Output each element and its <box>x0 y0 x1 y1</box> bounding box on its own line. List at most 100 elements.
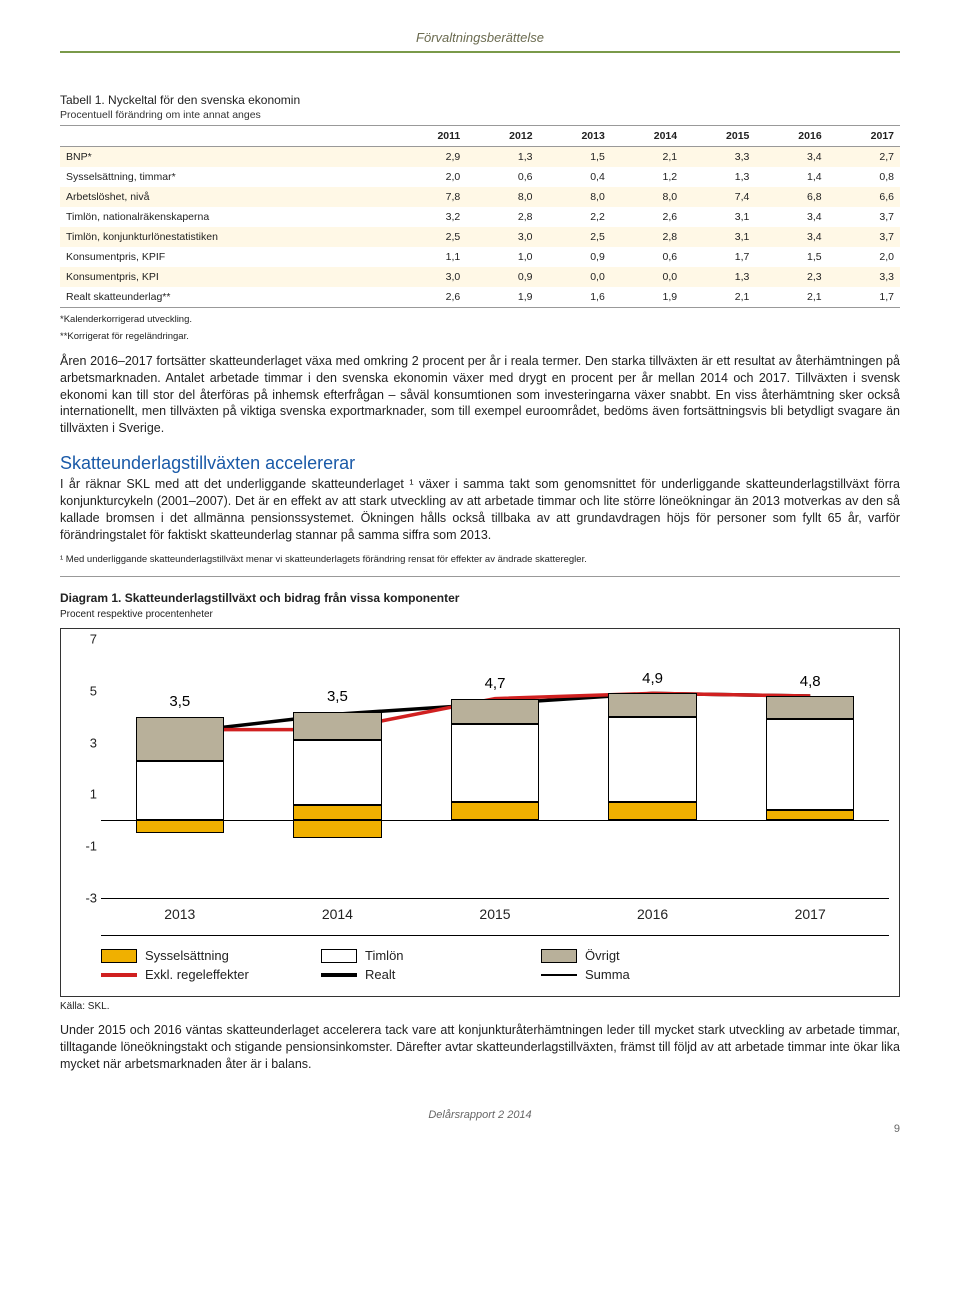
table-cell: Konsumentpris, KPI <box>60 267 395 287</box>
legend-timlon: Timlön <box>321 948 501 963</box>
table-cell: 0,6 <box>611 247 683 267</box>
table-row: Konsumentpris, KPI3,00,90,00,01,32,33,3 <box>60 267 900 287</box>
table-header-cell: 2014 <box>611 126 683 147</box>
diagram-subtitle: Procent respektive procentenheter <box>60 609 900 620</box>
legend-ovrigt: Övrigt <box>541 948 721 963</box>
table-cell: 1,7 <box>828 287 900 308</box>
table-header-cell: 2015 <box>683 126 755 147</box>
table-cell: Konsumentpris, KPIF <box>60 247 395 267</box>
table-footnote-2: **Korrigerat för regeländringar. <box>60 331 900 342</box>
table-cell: 2,8 <box>611 227 683 247</box>
table-cell: 1,4 <box>755 167 827 187</box>
section-body: I år räknar SKL med att det underliggand… <box>60 476 900 544</box>
table-header-cell <box>60 126 395 147</box>
chart-column: 4,92016 <box>590 639 716 898</box>
table-cell: 3,4 <box>755 227 827 247</box>
table-header-cell: 2017 <box>828 126 900 147</box>
section-heading: Skatteunderlagstillväxten accelererar <box>60 453 900 474</box>
table-cell: Timlön, konjunkturlönestatistiken <box>60 227 395 247</box>
table-cell: 2,1 <box>683 287 755 308</box>
table-header-cell: 2013 <box>539 126 611 147</box>
table-cell: 3,2 <box>395 207 466 227</box>
x-axis-label: 2015 <box>432 906 558 922</box>
table-cell: Arbetslöshet, nivå <box>60 187 395 207</box>
table-cell: 0,0 <box>539 267 611 287</box>
chart-legend: Sysselsättning Timlön Övrigt Exkl. regel… <box>101 935 889 982</box>
page-number: 9 <box>60 1123 900 1135</box>
table-row: Realt skatteunderlag**2,61,91,61,92,12,1… <box>60 287 900 308</box>
table-cell: 2,1 <box>755 287 827 308</box>
y-axis-tick: 5 <box>71 683 97 698</box>
table-cell: Timlön, nationalräkenskaperna <box>60 207 395 227</box>
table-cell: 3,1 <box>683 207 755 227</box>
stacked-bar-chart: 7531-1-33,520133,520144,720154,920164,82… <box>101 639 889 899</box>
economy-table: 2011201220132014201520162017 BNP*2,91,31… <box>60 125 900 308</box>
table-footnote-1: *Kalenderkorrigerad utveckling. <box>60 314 900 325</box>
table-cell: 1,2 <box>611 167 683 187</box>
table-cell: 2,0 <box>395 167 466 187</box>
chart-column: 3,52013 <box>117 639 243 898</box>
table-cell: 2,1 <box>611 147 683 168</box>
bar-value-label: 4,8 <box>747 673 873 690</box>
table-cell: 2,2 <box>539 207 611 227</box>
table-cell: 1,3 <box>683 167 755 187</box>
legend-realt: Realt <box>321 967 501 982</box>
legend-exkl: Exkl. regeleffekter <box>101 967 281 982</box>
y-axis-tick: -3 <box>71 891 97 906</box>
table-cell: 6,8 <box>755 187 827 207</box>
x-axis-label: 2017 <box>747 906 873 922</box>
y-axis-tick: -1 <box>71 839 97 854</box>
table-cell: 1,6 <box>539 287 611 308</box>
header-rule <box>60 51 900 53</box>
table-cell: 1,9 <box>611 287 683 308</box>
footnote-ref: ¹ Med underliggande skatteunderlagstillv… <box>60 554 900 566</box>
table-cell: BNP* <box>60 147 395 168</box>
table-cell: 6,6 <box>828 187 900 207</box>
table-cell: 3,0 <box>466 227 538 247</box>
x-axis-label: 2013 <box>117 906 243 922</box>
y-axis-tick: 3 <box>71 735 97 750</box>
table-cell: 3,7 <box>828 227 900 247</box>
chart-column: 3,52014 <box>274 639 400 898</box>
table-cell: 7,8 <box>395 187 466 207</box>
table-cell: 2,6 <box>611 207 683 227</box>
y-axis-tick: 7 <box>71 632 97 647</box>
chart-column: 4,82017 <box>747 639 873 898</box>
bar-value-label: 3,5 <box>274 688 400 705</box>
table-cell: 8,0 <box>539 187 611 207</box>
table-header-cell: 2011 <box>395 126 466 147</box>
table-cell: 1,0 <box>466 247 538 267</box>
table-cell: 8,0 <box>466 187 538 207</box>
paragraph-2: Under 2015 och 2016 väntas skatteunderla… <box>60 1022 900 1073</box>
table-cell: 3,7 <box>828 207 900 227</box>
table-cell: 1,3 <box>466 147 538 168</box>
table-row: Konsumentpris, KPIF1,11,00,90,61,71,52,0 <box>60 247 900 267</box>
table-cell: 3,0 <box>395 267 466 287</box>
table-cell: 2,3 <box>755 267 827 287</box>
legend-summa: Summa <box>541 967 721 982</box>
table-cell: Realt skatteunderlag** <box>60 287 395 308</box>
chart-source: Källa: SKL. <box>60 1001 900 1012</box>
table-cell: 3,4 <box>755 207 827 227</box>
table-cell: 1,7 <box>683 247 755 267</box>
table-cell: Sysselsättning, timmar* <box>60 167 395 187</box>
table-cell: 1,3 <box>683 267 755 287</box>
table-cell: 2,9 <box>395 147 466 168</box>
table-cell: 2,6 <box>395 287 466 308</box>
table-cell: 0,6 <box>466 167 538 187</box>
table-cell: 3,3 <box>828 267 900 287</box>
table-row: Timlön, nationalräkenskaperna3,22,82,22,… <box>60 207 900 227</box>
table-row: Timlön, konjunkturlönestatistiken2,53,02… <box>60 227 900 247</box>
table-cell: 1,5 <box>755 247 827 267</box>
bar-value-label: 3,5 <box>117 693 243 710</box>
table-cell: 0,9 <box>466 267 538 287</box>
divider <box>60 576 900 577</box>
table-cell: 8,0 <box>611 187 683 207</box>
diagram-title: Diagram 1. Skatteunderlagstillväxt och b… <box>60 591 900 605</box>
table-cell: 0,8 <box>828 167 900 187</box>
chart-container: 7531-1-33,520133,520144,720154,920164,82… <box>60 628 900 997</box>
table-cell: 3,4 <box>755 147 827 168</box>
table-subcaption: Procentuell förändring om inte annat ang… <box>60 109 900 121</box>
paragraph-1: Åren 2016–2017 fortsätter skatteunderlag… <box>60 353 900 437</box>
table-caption: Tabell 1. Nyckeltal för den svenska ekon… <box>60 93 900 107</box>
